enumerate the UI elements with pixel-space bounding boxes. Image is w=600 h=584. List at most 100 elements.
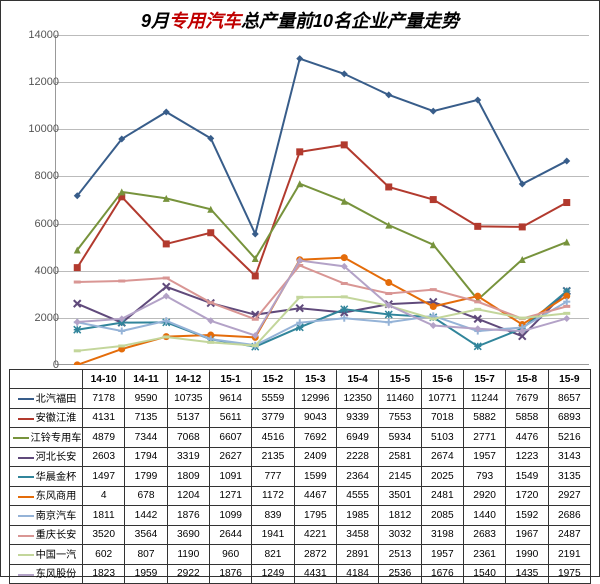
data-cell: 2891 <box>336 545 378 565</box>
data-cell: 777 <box>252 467 294 487</box>
data-cell: 8657 <box>548 389 590 409</box>
data-cell: 4 <box>83 486 125 506</box>
data-cell: 2674 <box>421 447 463 467</box>
data-cell: 3135 <box>548 467 590 487</box>
title-pre: 9月 <box>141 11 169 31</box>
data-cell: 2145 <box>379 467 421 487</box>
data-cell: 678 <box>125 486 167 506</box>
column-header: 15-3 <box>294 370 336 389</box>
row-header: 东风股份 <box>10 564 83 584</box>
data-cell: 1985 <box>336 506 378 526</box>
row-header: 重庆长安 <box>10 525 83 545</box>
data-cell: 2361 <box>463 545 505 565</box>
data-cell: 1975 <box>548 564 590 584</box>
column-header: 15-8 <box>506 370 548 389</box>
data-cell: 1249 <box>252 564 294 584</box>
data-cell: 2603 <box>83 447 125 467</box>
data-cell: 1794 <box>125 447 167 467</box>
data-cell: 3779 <box>252 408 294 428</box>
data-cell: 2581 <box>379 447 421 467</box>
data-cell: 1599 <box>294 467 336 487</box>
data-cell: 2683 <box>463 525 505 545</box>
data-cell: 602 <box>83 545 125 565</box>
data-cell: 3319 <box>167 447 209 467</box>
data-cell: 3690 <box>167 525 209 545</box>
data-cell: 7068 <box>167 428 209 448</box>
data-cell: 1990 <box>506 545 548 565</box>
data-cell: 7679 <box>506 389 548 409</box>
data-cell: 11460 <box>379 389 421 409</box>
data-cell: 2364 <box>336 467 378 487</box>
data-cell: 960 <box>209 545 251 565</box>
data-cell: 2771 <box>463 428 505 448</box>
data-cell: 3564 <box>125 525 167 545</box>
data-cell: 1204 <box>167 486 209 506</box>
data-cell: 5934 <box>379 428 421 448</box>
row-header: 北汽福田 <box>10 389 83 409</box>
data-cell: 1795 <box>294 506 336 526</box>
data-cell: 1172 <box>252 486 294 506</box>
column-header: 15-4 <box>336 370 378 389</box>
data-cell: 11244 <box>463 389 505 409</box>
data-cell: 1223 <box>506 447 548 467</box>
data-cell: 7135 <box>125 408 167 428</box>
data-cell: 1812 <box>379 506 421 526</box>
column-header: 14-11 <box>125 370 167 389</box>
data-cell: 807 <box>125 545 167 565</box>
data-cell: 1799 <box>125 467 167 487</box>
data-cell: 2481 <box>421 486 463 506</box>
title-post: 总产量前10名企业产量走势 <box>241 11 459 31</box>
data-cell: 1876 <box>209 564 251 584</box>
data-cell: 1099 <box>209 506 251 526</box>
data-cell: 1442 <box>125 506 167 526</box>
data-cell: 2409 <box>294 447 336 467</box>
column-header: 15-6 <box>421 370 463 389</box>
data-cell: 2644 <box>209 525 251 545</box>
data-cell: 1435 <box>506 564 548 584</box>
data-cell: 7344 <box>125 428 167 448</box>
data-cell: 5858 <box>506 408 548 428</box>
data-cell: 3032 <box>379 525 421 545</box>
data-cell: 1967 <box>506 525 548 545</box>
column-header: 15-2 <box>252 370 294 389</box>
row-header: 安徽江淮 <box>10 408 83 428</box>
row-header: 河北长安 <box>10 447 83 467</box>
data-cell: 5611 <box>209 408 251 428</box>
data-cell: 1941 <box>252 525 294 545</box>
data-cell: 10735 <box>167 389 209 409</box>
data-cell: 2228 <box>336 447 378 467</box>
data-cell: 3198 <box>421 525 463 545</box>
data-cell: 6949 <box>336 428 378 448</box>
data-cell: 5216 <box>548 428 590 448</box>
data-cell: 4467 <box>294 486 336 506</box>
data-cell: 5137 <box>167 408 209 428</box>
data-cell: 7178 <box>83 389 125 409</box>
data-cell: 1957 <box>421 545 463 565</box>
data-cell: 1271 <box>209 486 251 506</box>
chart-title: 9月专用汽车总产量前10名企业产量走势 <box>1 1 599 35</box>
column-header: 15-1 <box>209 370 251 389</box>
data-cell: 2627 <box>209 447 251 467</box>
data-cell: 1809 <box>167 467 209 487</box>
data-cell: 9614 <box>209 389 251 409</box>
data-cell: 5103 <box>421 428 463 448</box>
data-cell: 1592 <box>506 506 548 526</box>
data-cell: 5882 <box>463 408 505 428</box>
data-cell: 7692 <box>294 428 336 448</box>
data-cell: 12350 <box>336 389 378 409</box>
data-cell: 4879 <box>83 428 125 448</box>
data-table: 14-1014-1114-1215-115-215-315-415-515-61… <box>9 369 591 584</box>
data-cell: 2135 <box>252 447 294 467</box>
data-cell: 6607 <box>209 428 251 448</box>
data-cell: 1676 <box>421 564 463 584</box>
row-header: 中国一汽 <box>10 545 83 565</box>
title-highlight: 专用汽车 <box>169 11 241 31</box>
data-cell: 2872 <box>294 545 336 565</box>
data-cell: 9339 <box>336 408 378 428</box>
data-cell: 2025 <box>421 467 463 487</box>
data-cell: 1497 <box>83 467 125 487</box>
row-header: 江铃专用车 <box>10 428 83 448</box>
data-cell: 4221 <box>294 525 336 545</box>
row-header: 南京汽车 <box>10 506 83 526</box>
data-cell: 4131 <box>83 408 125 428</box>
